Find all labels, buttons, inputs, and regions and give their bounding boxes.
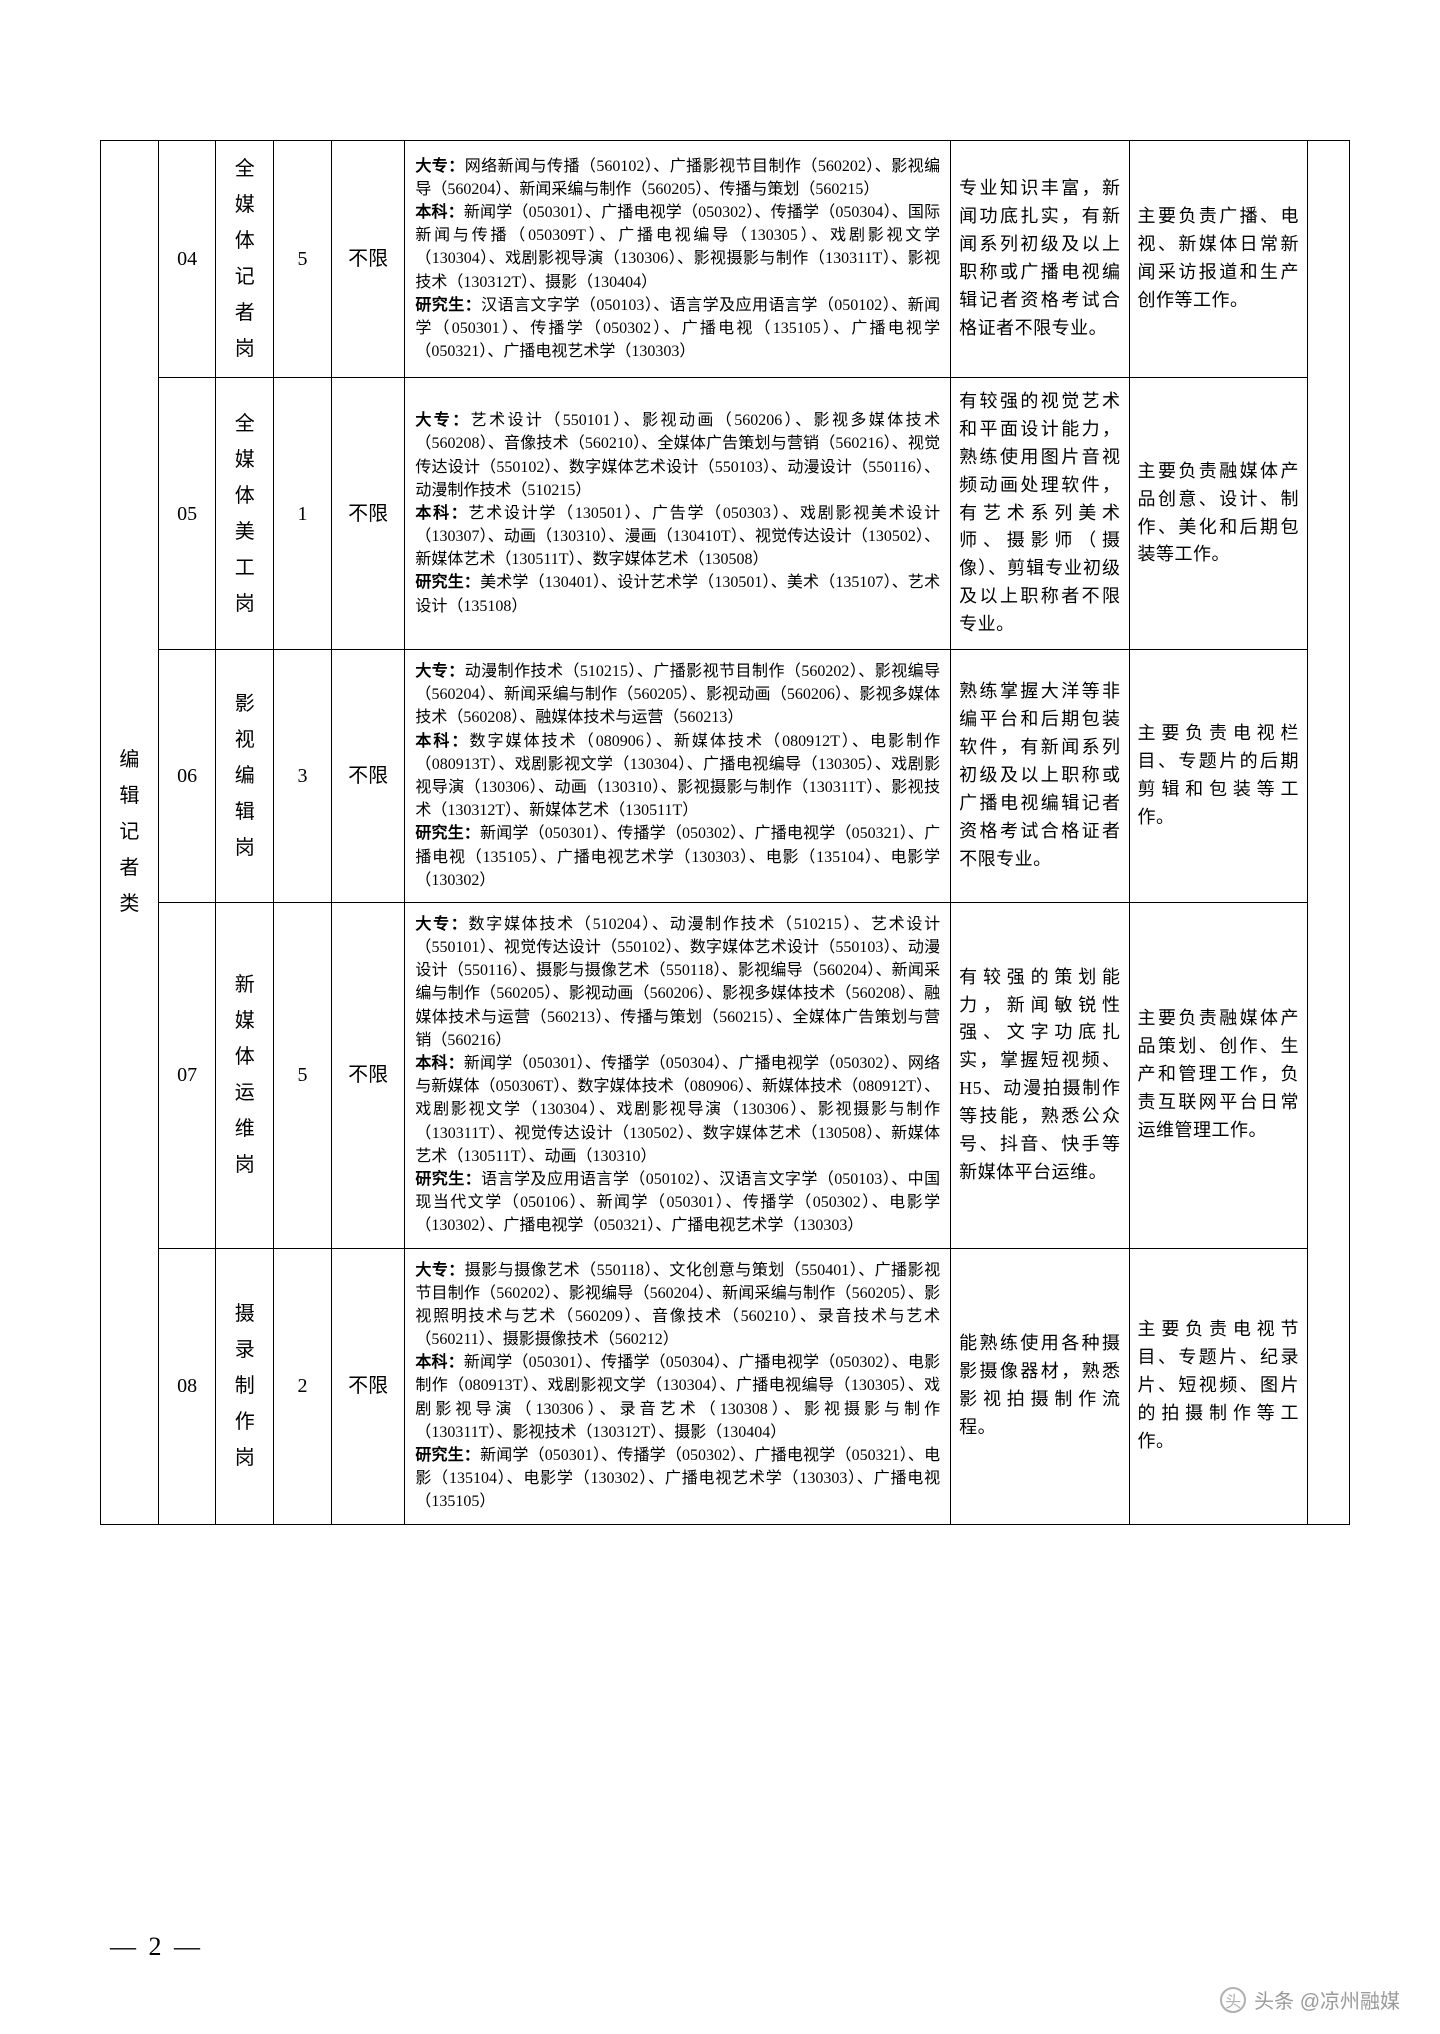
requirement-cell: 有较强的视觉艺术和平面设计能力，熟练使用图片音视频动画处理软件，有艺术系列美术师… bbox=[951, 378, 1129, 650]
post-cell: 新媒体运维岗 bbox=[216, 902, 274, 1248]
count-cell: 2 bbox=[274, 1248, 332, 1524]
majors-cell: 大专：动漫制作技术（510215）、广播影视节目制作（560202）、影视编导（… bbox=[405, 650, 951, 903]
code-cell: 04 bbox=[158, 141, 216, 378]
duty-cell: 主要负责电视栏目、专题片的后期剪辑和包装等工作。 bbox=[1129, 650, 1307, 903]
duty-cell: 主要负责融媒体产品策划、创作、生产和管理工作，负责互联网平台日常运维管理工作。 bbox=[1129, 902, 1307, 1248]
limit-cell: 不限 bbox=[331, 141, 404, 378]
requirement-cell: 有较强的策划能力，新闻敏锐性强、文字功底扎实，掌握短视频、H5、动漫拍摄制作等技… bbox=[951, 902, 1129, 1248]
post-cell: 全媒体美工岗 bbox=[216, 378, 274, 650]
count-cell: 3 bbox=[274, 650, 332, 903]
code-cell: 07 bbox=[158, 902, 216, 1248]
duty-cell: 主要负责电视节目、专题片、纪录片、短视频、图片的拍摄制作等工作。 bbox=[1129, 1248, 1307, 1524]
majors-cell: 大专：摄影与摄像艺术（550118）、文化创意与策划（550401）、广播影视节… bbox=[405, 1248, 951, 1524]
majors-cell: 大专：网络新闻与传播（560102）、广播影视节目制作（560202）、影视编导… bbox=[405, 141, 951, 378]
requirement-cell: 熟练掌握大洋等非编平台和后期包装软件，有新闻系列初级及以上职称或广播电视编辑记者… bbox=[951, 650, 1129, 903]
limit-cell: 不限 bbox=[331, 378, 404, 650]
post-cell: 摄录制作岗 bbox=[216, 1248, 274, 1524]
post-cell: 全媒体记者岗 bbox=[216, 141, 274, 378]
table-row: 05全媒体美工岗1不限大专：艺术设计（550101）、影视动画（560206）、… bbox=[101, 378, 1350, 650]
code-cell: 05 bbox=[158, 378, 216, 650]
count-cell: 1 bbox=[274, 378, 332, 650]
watermark: 头 头条 @凉州融媒 bbox=[1220, 1985, 1400, 2014]
page-number: — 2 — bbox=[110, 1932, 203, 1962]
limit-cell: 不限 bbox=[331, 650, 404, 903]
watermark-icon: 头 bbox=[1220, 1987, 1246, 2013]
count-cell: 5 bbox=[274, 141, 332, 378]
duty-cell: 主要负责融媒体产品创意、设计、制作、美化和后期包装等工作。 bbox=[1129, 378, 1307, 650]
majors-cell: 大专：数字媒体技术（510204）、动漫制作技术（510215）、艺术设计（55… bbox=[405, 902, 951, 1248]
code-cell: 06 bbox=[158, 650, 216, 903]
duty-cell: 主要负责广播、电视、新媒体日常新闻采访报道和生产创作等工作。 bbox=[1129, 141, 1307, 378]
table-row: 08摄录制作岗2不限大专：摄影与摄像艺术（550118）、文化创意与策划（550… bbox=[101, 1248, 1350, 1524]
code-cell: 08 bbox=[158, 1248, 216, 1524]
requirement-cell: 专业知识丰富，新闻功底扎实，有新闻系列初级及以上职称或广播电视编辑记者资格考试合… bbox=[951, 141, 1129, 378]
empty-cell bbox=[1307, 141, 1349, 1525]
limit-cell: 不限 bbox=[331, 902, 404, 1248]
table-row: 07新媒体运维岗5不限大专：数字媒体技术（510204）、动漫制作技术（5102… bbox=[101, 902, 1350, 1248]
count-cell: 5 bbox=[274, 902, 332, 1248]
recruitment-table: 编辑记者类04全媒体记者岗5不限大专：网络新闻与传播（560102）、广播影视节… bbox=[100, 140, 1350, 1525]
category-cell: 编辑记者类 bbox=[101, 141, 159, 1525]
table-row: 编辑记者类04全媒体记者岗5不限大专：网络新闻与传播（560102）、广播影视节… bbox=[101, 141, 1350, 378]
limit-cell: 不限 bbox=[331, 1248, 404, 1524]
table-row: 06影视编辑岗3不限大专：动漫制作技术（510215）、广播影视节目制作（560… bbox=[101, 650, 1350, 903]
post-cell: 影视编辑岗 bbox=[216, 650, 274, 903]
requirement-cell: 能熟练使用各种摄影摄像器材，熟悉影视拍摄制作流程。 bbox=[951, 1248, 1129, 1524]
watermark-text: 头条 @凉州融媒 bbox=[1254, 1985, 1400, 2014]
majors-cell: 大专：艺术设计（550101）、影视动画（560206）、影视多媒体技术（560… bbox=[405, 378, 951, 650]
